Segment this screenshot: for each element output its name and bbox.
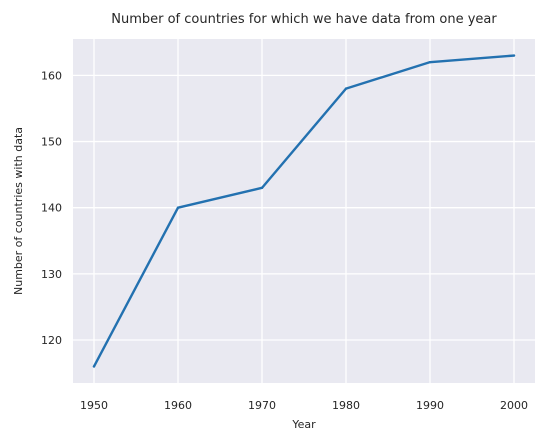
x-tick-label: 1960 xyxy=(164,399,192,412)
series-line xyxy=(92,54,516,368)
data-point xyxy=(260,186,264,190)
y-axis-ticks: 120 130 140 150 160 xyxy=(41,69,62,347)
y-tick-label: 160 xyxy=(41,69,62,82)
y-tick-label: 130 xyxy=(41,268,62,281)
x-axis-ticks: 1950 1960 1970 1980 1990 2000 xyxy=(80,399,528,412)
x-tick-label: 1990 xyxy=(416,399,444,412)
data-point xyxy=(344,87,348,90)
x-tick-label: 2000 xyxy=(500,399,528,412)
plot-area xyxy=(73,39,535,383)
data-point xyxy=(176,206,180,209)
x-tick-label: 1950 xyxy=(80,399,108,412)
y-tick-label: 120 xyxy=(41,334,62,347)
grid xyxy=(73,39,535,383)
x-tick-label: 1980 xyxy=(332,399,360,412)
y-tick-label: 140 xyxy=(41,202,62,215)
x-axis-label: Year xyxy=(291,418,316,431)
chart-title: Number of countries for which we have da… xyxy=(111,12,497,27)
series-layer xyxy=(92,54,516,368)
data-point xyxy=(512,54,516,57)
data-point xyxy=(92,365,96,368)
x-tick-label: 1970 xyxy=(248,399,276,412)
y-axis-label: Number of countries with data xyxy=(12,127,25,295)
y-tick-label: 150 xyxy=(41,136,62,149)
data-point xyxy=(428,60,432,64)
